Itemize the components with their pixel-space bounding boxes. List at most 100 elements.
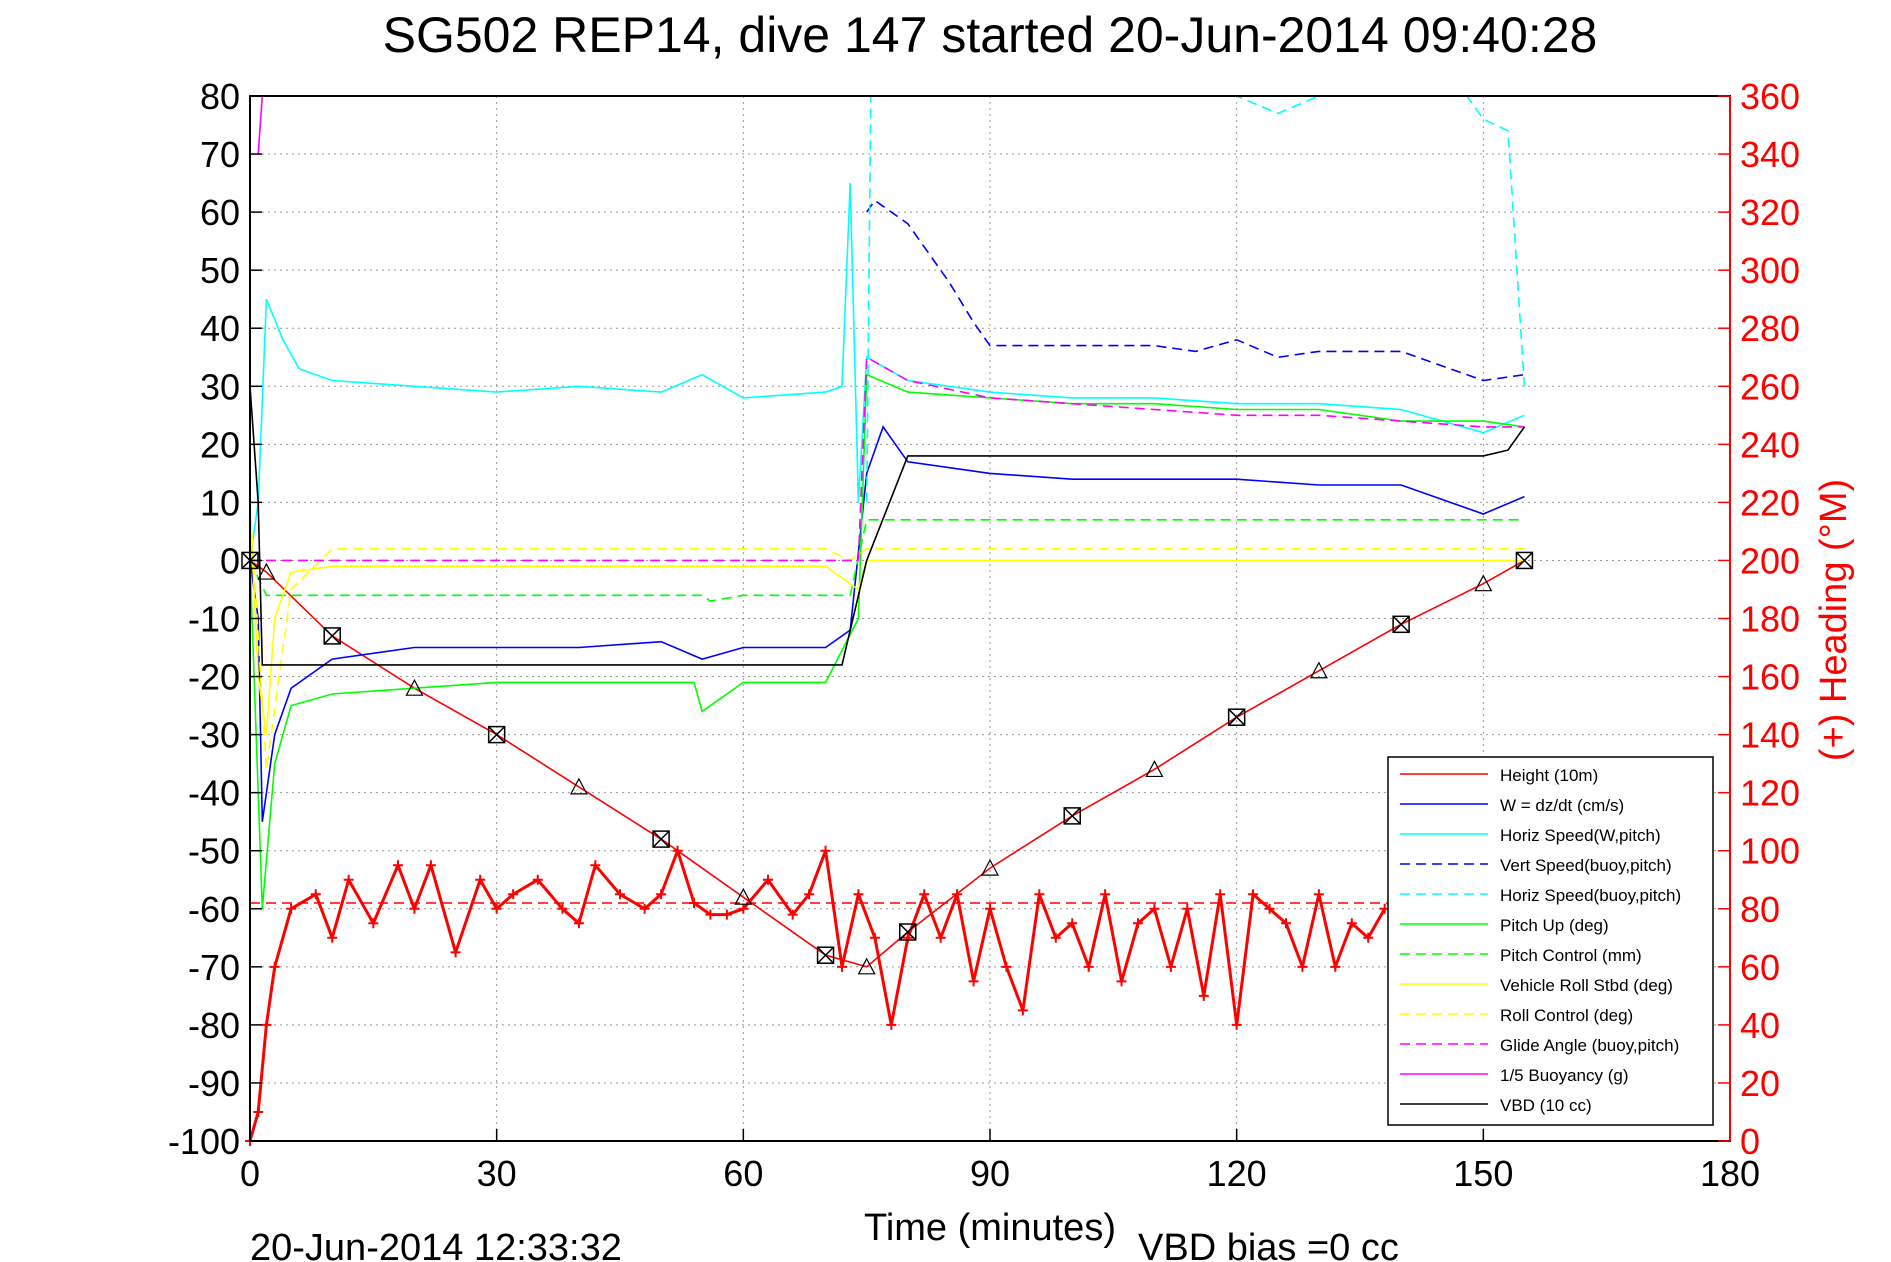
triangle-marker <box>405 678 424 696</box>
boxed-x-cross <box>1392 615 1410 633</box>
boxed-x-cross <box>323 627 341 645</box>
y2-tick-label: 240 <box>1740 424 1800 465</box>
heading-marker <box>368 918 379 929</box>
heading-marker <box>1165 961 1176 972</box>
heading-marker <box>656 889 667 900</box>
y-tick-label: -40 <box>188 773 240 814</box>
y-tick-label: -80 <box>188 1005 240 1046</box>
heading-marker <box>738 903 749 914</box>
heading-marker <box>1281 918 1291 929</box>
legend-label: Pitch Control (mm) <box>1500 946 1642 965</box>
series-1-5-buoyancy-g <box>257 95 264 155</box>
heading-marker <box>1248 889 1259 900</box>
y-tick-label: -60 <box>188 889 240 930</box>
y-tick-label: 30 <box>200 366 240 407</box>
heading-marker <box>1313 889 1324 900</box>
chart-title: SG502 REP14, dive 147 started 20-Jun-201… <box>383 7 1598 63</box>
heading-marker <box>1050 932 1061 943</box>
heading-marker <box>672 845 683 856</box>
x-tick-label: 180 <box>1700 1153 1760 1194</box>
heading-marker <box>1149 903 1160 914</box>
heading-marker <box>557 903 568 914</box>
y2-tick-label: 80 <box>1740 889 1780 930</box>
heading-marker <box>1083 961 1094 972</box>
series-pitch-control-mm <box>249 519 1525 602</box>
heading-marker <box>343 874 354 885</box>
x-tick-label: 150 <box>1453 1153 1513 1194</box>
heading-marker <box>853 889 864 900</box>
heading-marker <box>1231 1019 1242 1030</box>
x-axis-ticks: 0 30 60 90 120 150 180 <box>240 1129 1760 1194</box>
y-tick-label: -90 <box>188 1063 240 1104</box>
heading-marker <box>1133 918 1143 929</box>
heading-marker <box>475 874 486 885</box>
boxed-x-cross <box>488 726 506 744</box>
y2-tick-label: 20 <box>1740 1063 1780 1104</box>
heading-marker <box>705 909 716 920</box>
boxed-x-marker <box>1392 615 1410 634</box>
legend-label: 1/5 Buoyancy (g) <box>1500 1066 1629 1085</box>
y2-tick-label: 220 <box>1740 482 1800 523</box>
y-tick-label: -10 <box>188 599 240 640</box>
series-line <box>248 846 1387 1142</box>
series-vbd-10-cc <box>249 386 1526 666</box>
heading-marker <box>286 903 297 914</box>
heading-marker <box>886 1019 897 1030</box>
series-vert-speed-buoy-pitch <box>866 199 1525 382</box>
x-tick-label: 30 <box>477 1153 517 1194</box>
triangle-marker <box>569 777 588 795</box>
series-glide-angle-buoy-pitch <box>250 355 1525 562</box>
heading-marker <box>450 947 461 958</box>
heading-marker <box>1034 889 1045 900</box>
heading-marker <box>310 889 321 900</box>
y2-tick-label: 160 <box>1740 657 1800 698</box>
heading-marker <box>787 909 798 920</box>
x-tick-label: 0 <box>240 1153 260 1194</box>
y-tick-label: -100 <box>168 1121 240 1162</box>
y-tick-label: -50 <box>188 831 240 872</box>
boxed-x-marker <box>1063 807 1081 825</box>
heading-marker <box>425 860 436 871</box>
height-markers <box>241 551 1534 975</box>
heading-marker <box>253 1106 264 1117</box>
y2-tick-label: 140 <box>1740 715 1800 756</box>
series-vehicle-roll-stbd-deg <box>249 502 1525 735</box>
series-pitch-up-deg <box>249 373 1525 909</box>
heading-marker <box>491 903 502 914</box>
boxed-x-cross <box>899 923 917 941</box>
heading-marker <box>902 932 913 943</box>
series-heading-m <box>245 845 1390 1146</box>
triangle-marker <box>257 562 276 580</box>
legend-label: Pitch Up (deg) <box>1500 916 1609 935</box>
footer-timestamp: 20-Jun-2014 12:33:32 <box>250 1227 622 1262</box>
y2-tick-label: 280 <box>1740 308 1800 349</box>
y2-axis-ticks: 0 20 40 60 80 100 120 140 160 180 200 220 240 260 280 3… <box>1718 76 1800 1162</box>
footer-vbd-bias: VBD bias =0 cc <box>1138 1227 1399 1262</box>
y2-tick-label: 260 <box>1740 366 1800 407</box>
y-tick-label: -70 <box>188 947 240 988</box>
x-tick-label: 60 <box>723 1153 763 1194</box>
legend-label: VBD (10 cc) <box>1500 1096 1592 1115</box>
heading-marker <box>837 961 847 972</box>
series-horiz-speed-w-pitch <box>249 183 1525 561</box>
heading-marker <box>393 860 403 871</box>
y-tick-label: 60 <box>200 192 240 233</box>
y2-tick-label: 300 <box>1740 250 1800 291</box>
heading-marker <box>1264 903 1275 914</box>
y-tick-label: 0 <box>220 540 240 581</box>
heading-marker <box>919 889 930 900</box>
triangle-marker <box>1145 760 1164 778</box>
legend-label: Roll Control (deg) <box>1500 1006 1633 1025</box>
heading-marker <box>615 889 625 900</box>
x-axis-label: Time (minutes) <box>864 1207 1116 1249</box>
y2-tick-label: 340 <box>1740 134 1800 175</box>
legend-label: W = dz/dt (cm/s) <box>1500 796 1624 815</box>
legend-box <box>1387 756 1714 1126</box>
legend-label: Horiz Speed(W,pitch) <box>1500 826 1661 845</box>
triangle-marker <box>857 957 876 975</box>
legend: Height (10m) W = dz/dt (cm/s) Horiz Speed(… <box>1387 756 1714 1126</box>
y-tick-label: 20 <box>200 424 240 465</box>
boxed-x-cross <box>1228 708 1246 726</box>
legend-label: Horiz Speed(buoy,pitch) <box>1500 886 1681 905</box>
